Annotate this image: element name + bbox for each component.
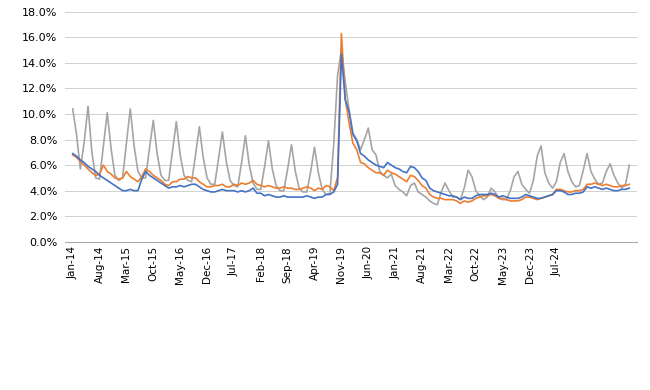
US (69, 151, 77, 156)
Adams (207, 182, 215, 187)
Washington (226, 184, 234, 189)
Adams (399, 190, 407, 194)
US (399, 169, 407, 174)
US (337, 51, 345, 56)
US (456, 197, 464, 202)
Line: US: US (73, 54, 629, 200)
Washington (203, 184, 211, 189)
Adams (337, 48, 345, 52)
Adams (203, 176, 211, 180)
Adams (353, 137, 361, 142)
Washington (399, 177, 407, 181)
Washington (337, 31, 345, 36)
US (207, 190, 215, 194)
US (625, 186, 633, 190)
Adams (69, 106, 77, 111)
Adams (434, 202, 441, 207)
Adams (625, 163, 633, 167)
Washington (456, 201, 464, 206)
Washington (207, 184, 215, 189)
US (203, 188, 211, 193)
Washington (625, 182, 633, 187)
Adams (226, 178, 234, 183)
Line: Adams: Adams (73, 50, 629, 205)
US (226, 188, 234, 193)
Adams (134, 169, 142, 174)
Washington (134, 179, 142, 184)
Washington (353, 147, 361, 152)
US (134, 188, 142, 193)
Washington (69, 152, 77, 157)
US (353, 138, 361, 143)
Line: Washington: Washington (73, 34, 629, 204)
